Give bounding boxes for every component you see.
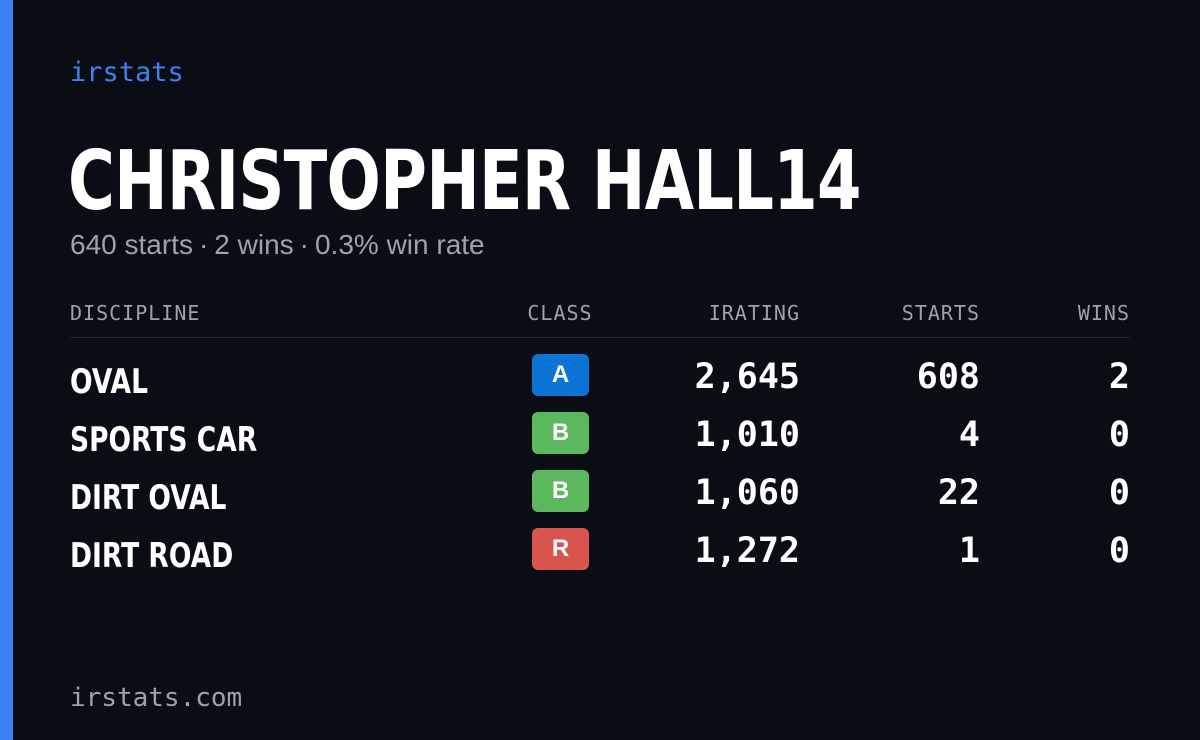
summary-wins: 2 wins: [214, 229, 294, 260]
table-row: OVAL A 2,645 608 2: [0, 354, 1200, 412]
header-irating: IRATING: [708, 301, 800, 325]
driver-name: CHRISTOPHER HALL14: [68, 134, 861, 229]
driver-summary: 640 starts · 2 wins · 0.3% win rate: [70, 228, 485, 262]
license-class-badge: B: [532, 412, 589, 454]
header-discipline: DISCIPLINE: [70, 301, 201, 325]
irating-value: 2,645: [694, 357, 800, 397]
table-row: DIRT ROAD R 1,272 1 0: [0, 528, 1200, 586]
accent-bar: [0, 0, 13, 740]
summary-separator: ·: [198, 229, 209, 260]
discipline-name: DIRT OVAL: [70, 478, 227, 518]
starts-value: 22: [937, 473, 980, 513]
irating-value: 1,060: [694, 473, 800, 513]
brand-logo: irstats: [70, 57, 184, 88]
header-divider: [70, 337, 1130, 338]
discipline-name: DIRT ROAD: [70, 536, 234, 576]
summary-win-rate: 0.3% win rate: [314, 229, 485, 260]
discipline-name: SPORTS CAR: [70, 420, 258, 460]
license-class-badge: R: [532, 528, 589, 570]
discipline-name: OVAL: [70, 362, 148, 402]
table-row: DIRT OVAL B 1,060 22 0: [0, 470, 1200, 528]
wins-value: 0: [1108, 531, 1130, 571]
table-row: SPORTS CAR B 1,010 4 0: [0, 412, 1200, 470]
starts-value: 1: [958, 531, 980, 571]
starts-value: 608: [916, 357, 980, 397]
header-starts: STARTS: [901, 301, 980, 325]
header-wins: WINS: [1077, 301, 1130, 325]
header-class: CLASS: [527, 301, 593, 325]
wins-value: 0: [1108, 473, 1130, 513]
starts-value: 4: [958, 415, 980, 455]
footer-url: irstats.com: [70, 683, 243, 713]
summary-separator: ·: [299, 229, 309, 260]
irating-value: 1,272: [694, 531, 800, 571]
license-class-badge: B: [532, 470, 589, 512]
wins-value: 2: [1108, 357, 1130, 397]
wins-value: 0: [1108, 415, 1130, 455]
irating-value: 1,010: [694, 415, 800, 455]
summary-starts: 640 starts: [70, 229, 193, 260]
license-class-badge: A: [532, 354, 589, 396]
